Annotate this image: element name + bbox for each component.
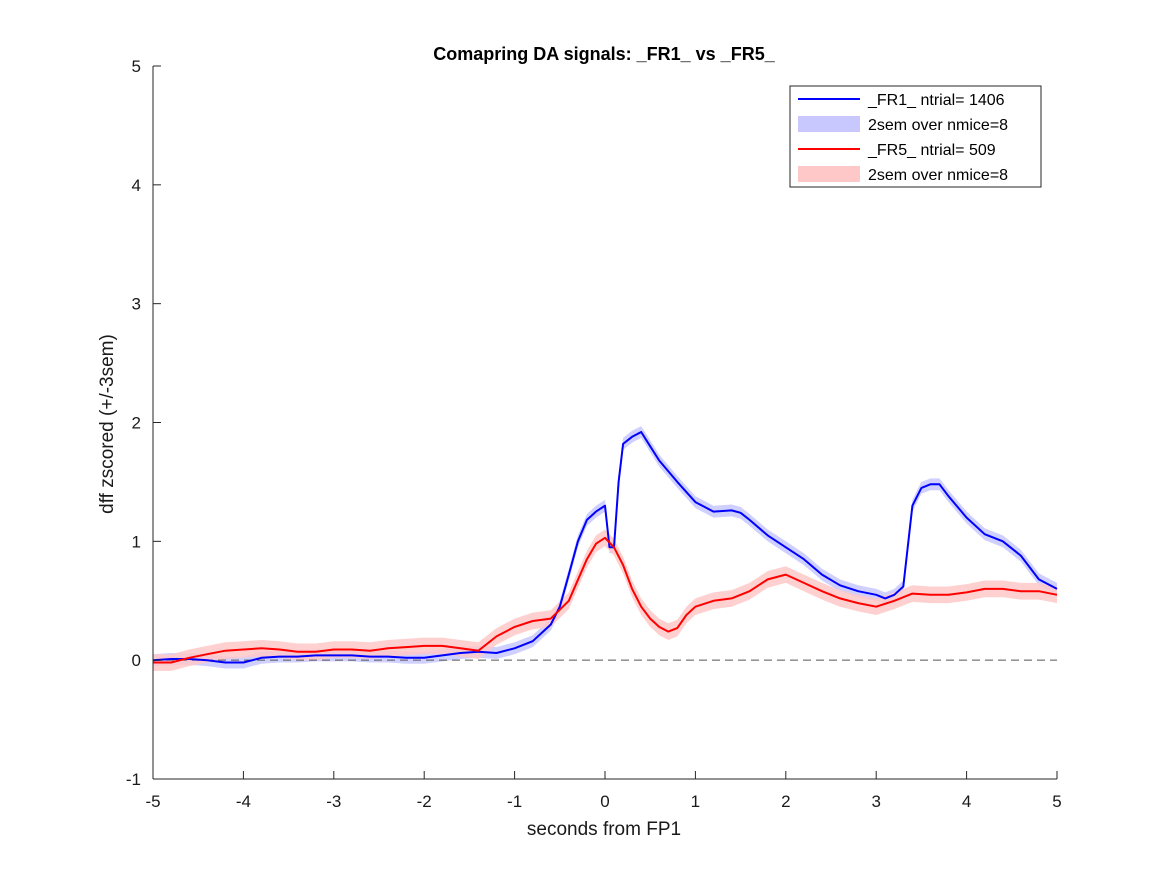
x-tick-label: -2 bbox=[417, 792, 432, 811]
y-tick-label: 0 bbox=[132, 651, 141, 670]
y-axis-label: dff zscored (+/-3sem) bbox=[97, 334, 118, 514]
legend-band-swatch bbox=[798, 116, 860, 132]
x-tick-label: -3 bbox=[326, 792, 341, 811]
y-tick-label: 2 bbox=[132, 414, 141, 433]
x-tick-label: 2 bbox=[781, 792, 790, 811]
x-tick-label: -5 bbox=[145, 792, 160, 811]
legend-label: 2sem over nmice=8 bbox=[868, 167, 1008, 184]
x-tick-label: -4 bbox=[236, 792, 251, 811]
sem-band-1 bbox=[153, 426, 1057, 669]
y-tick-label: 3 bbox=[132, 295, 141, 314]
series-line-2 bbox=[153, 536, 1058, 664]
legend-label: _FR5_ ntrial= 509 bbox=[867, 142, 996, 159]
sem-band-2 bbox=[153, 529, 1057, 671]
y-tick-label: -1 bbox=[126, 770, 141, 789]
chart-title: Comapring DA signals: _FR1_ vs _FR5_ bbox=[433, 44, 775, 64]
legend-label: 2sem over nmice=8 bbox=[868, 117, 1008, 134]
x-tick-label: 0 bbox=[600, 792, 609, 811]
x-tick-label: 3 bbox=[871, 792, 880, 811]
x-tick-label: 4 bbox=[962, 792, 971, 811]
y-tick-label: 1 bbox=[132, 532, 141, 551]
y-tick-label: 5 bbox=[132, 57, 141, 76]
legend-band-swatch bbox=[798, 166, 860, 182]
series-line-1 bbox=[152, 431, 1058, 664]
x-axis-label: seconds from FP1 bbox=[527, 819, 681, 840]
y-tick-label: 4 bbox=[132, 176, 141, 195]
tick-labels: -5 -4 -3 -2 -1 0 1 2 3 4 5 -1 0 1 2 3 4 5 bbox=[126, 57, 1062, 811]
legend-label: _FR1_ ntrial= 1406 bbox=[867, 92, 1005, 109]
axes bbox=[152, 65, 1058, 780]
data-lines bbox=[152, 431, 1058, 664]
x-tick-label: 5 bbox=[1052, 792, 1061, 811]
error-bands bbox=[153, 426, 1057, 671]
x-tick-label: -1 bbox=[507, 792, 522, 811]
legend: _FR1_ ntrial= 1406 2sem over nmice=8 _FR5_… bbox=[789, 85, 1042, 188]
x-tick-label: 1 bbox=[691, 792, 700, 811]
